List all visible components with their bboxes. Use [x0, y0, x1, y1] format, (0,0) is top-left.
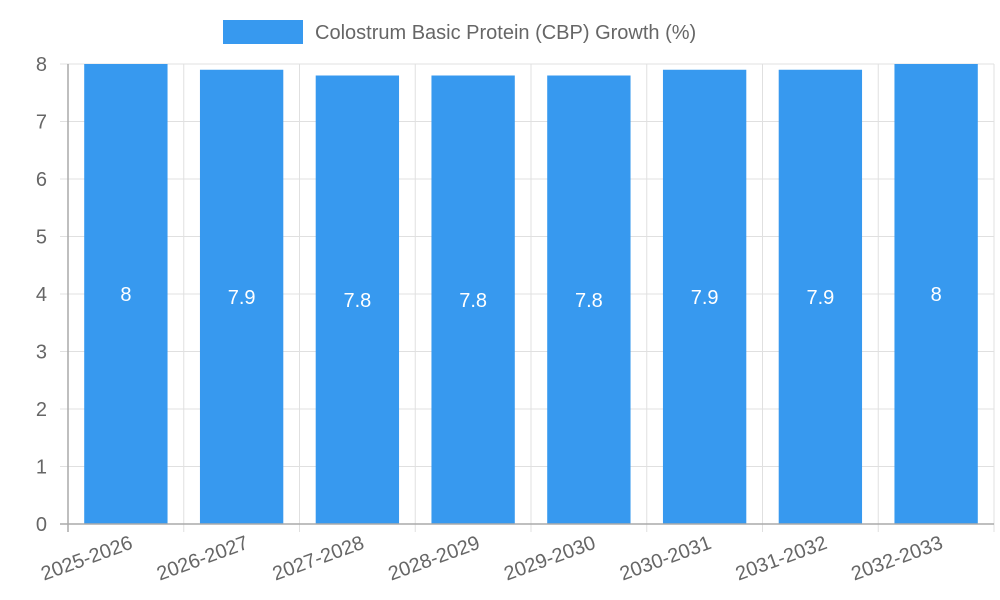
- bar-2028-2029: [431, 75, 515, 524]
- bar-value-label: 8: [931, 284, 942, 306]
- bar-2027-2028: [315, 75, 400, 524]
- bar-2025-2026: [84, 64, 168, 524]
- bar-value-label: 7.9: [228, 287, 256, 309]
- y-tick-label: 2: [36, 399, 47, 421]
- y-tick-label: 8: [36, 54, 47, 76]
- x-tick-label: 2028-2029: [385, 532, 482, 585]
- y-tick-label: 3: [36, 342, 47, 364]
- bar-value-label: 7.8: [459, 290, 487, 312]
- bar-2032-2033: [894, 64, 978, 524]
- bar-2030-2031: [662, 69, 747, 524]
- x-tick-label: 2025-2026: [38, 532, 135, 585]
- legend[interactable]: Colostrum Basic Protein (CBP) Growth (%): [223, 20, 696, 44]
- y-tick-label: 7: [36, 112, 47, 134]
- y-tick-label: 6: [36, 169, 47, 191]
- x-tick-label: 2030-2031: [617, 532, 714, 585]
- x-tick-label: 2027-2028: [270, 532, 367, 585]
- x-tick-label: 2032-2033: [848, 532, 945, 585]
- bar-value-label: 7.8: [343, 290, 371, 312]
- y-tick-label: 5: [36, 227, 47, 249]
- x-tick-label: 2029-2030: [501, 532, 598, 585]
- y-tick-label: 0: [36, 514, 47, 536]
- bars: 8 7.9 7.8 7.8 7.8 7.9 7.9 8: [84, 64, 978, 524]
- bar-value-label: 7.9: [691, 287, 719, 309]
- y-tick-label: 1: [36, 457, 47, 479]
- bar-2026-2027: [199, 69, 284, 524]
- x-axis-ticks: 2025-2026 2026-2027 2027-2028 2028-2029 2029…: [38, 532, 946, 585]
- y-axis-ticks: 0 1 2 3 4 5 6 7 8: [36, 54, 47, 536]
- bar-value-label: 7.9: [806, 287, 834, 309]
- bar-2031-2032: [778, 69, 863, 524]
- bar-value-label: 8: [120, 284, 131, 306]
- axes: [60, 64, 994, 532]
- x-tick-label: 2026-2027: [154, 532, 251, 585]
- legend-swatch[interactable]: [223, 20, 303, 44]
- bar-2029-2030: [547, 75, 631, 524]
- bar-value-label: 7.8: [575, 290, 603, 312]
- y-tick-label: 4: [36, 284, 47, 306]
- x-tick-label: 2031-2032: [733, 532, 830, 585]
- legend-label[interactable]: Colostrum Basic Protein (CBP) Growth (%): [315, 22, 696, 44]
